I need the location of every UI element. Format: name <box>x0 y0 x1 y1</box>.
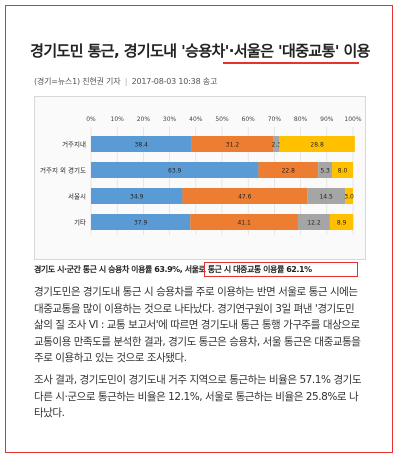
category-label: 거주지내 <box>62 140 86 149</box>
headline-part2: 서울은 '대중교통' 이용 <box>233 42 371 60</box>
data-label: 41.1 <box>237 219 251 226</box>
caption-part1: 경기도 시·군간 통근 시 승용차 이용률 63.9%, <box>34 265 183 274</box>
data-label: 12.2 <box>307 219 321 226</box>
byline-separator: | <box>124 77 128 86</box>
category-label: 거주지 외 경기도 <box>40 166 86 175</box>
headline-part1: 경기도민 통근, 경기도내 '승용차'· <box>30 42 234 60</box>
x-tick-label: 0% <box>86 116 96 123</box>
data-label: 14.5 <box>319 193 333 200</box>
bar-segment <box>307 188 346 204</box>
bar-segment <box>191 136 274 152</box>
data-label: 3.0 <box>344 193 354 200</box>
bar-segment <box>91 188 183 204</box>
bar-segment <box>345 188 353 204</box>
bar-segment <box>279 136 355 152</box>
x-tick-label: 50% <box>215 116 229 123</box>
data-label: 31.2 <box>226 141 240 148</box>
bar-segment <box>182 188 308 204</box>
x-tick-label: 40% <box>189 116 203 123</box>
chart-container: 0% 10% 20% 30% 40% 50% 60% 70% 80% 90% 100% 거주지내 38.… <box>34 96 366 260</box>
category-label: 기타 <box>74 218 86 227</box>
bar-segment <box>91 162 259 178</box>
article-paragraph-1: 경기도민은 경기도내 통근 시 승용차를 주로 이용하는 반면 서울로 통근 시… <box>34 286 361 364</box>
bar-segment <box>190 214 298 230</box>
headline: 경기도민 통근, 경기도내 '승용차'·서울은 '대중교통' 이용 <box>0 40 400 61</box>
data-label: 37.9 <box>134 219 148 226</box>
data-label: 28.8 <box>310 141 324 148</box>
data-label: 63.9 <box>168 167 182 174</box>
x-tick-label: 60% <box>242 116 256 123</box>
category-label: 서울시 <box>68 192 86 201</box>
data-label: 2.3 <box>272 141 282 148</box>
caption-part2: 서울로 통근 시 대중교통 이용률 62.1% <box>184 265 312 274</box>
bar-segment <box>91 136 192 152</box>
x-tick-label: 10% <box>111 116 125 123</box>
x-tick-label: 90% <box>320 116 334 123</box>
headline-underline <box>223 62 359 64</box>
x-tick-label: 30% <box>163 116 177 123</box>
news-source: (경기=뉴스1) <box>34 77 80 86</box>
x-tick-label: 100% <box>344 116 361 123</box>
data-label: 5.3 <box>320 167 330 174</box>
data-label: 8.9 <box>337 219 347 226</box>
data-label: 8.0 <box>338 167 348 174</box>
data-label: 34.9 <box>130 193 144 200</box>
data-label: 38.4 <box>135 141 149 148</box>
bar-segment <box>91 214 191 230</box>
bar-segment <box>329 214 354 230</box>
stacked-bar-chart: 0% 10% 20% 30% 40% 50% 60% 70% 80% 90% 100% 거주지내 38.… <box>40 116 362 235</box>
publish-timestamp: 2017-08-03 10:38 송고 <box>131 77 218 86</box>
article-paragraph-2: 조사 결과, 경기도민이 경기도내 거주 지역으로 통근하는 비율은 57.1%… <box>34 374 362 419</box>
article-frame <box>5 5 393 453</box>
reporter-name: 진현권 기자 <box>82 77 121 86</box>
bar-segment <box>273 136 280 152</box>
caption-highlight-box <box>204 262 358 277</box>
bar-segment <box>297 214 330 230</box>
bar-segment <box>332 162 353 178</box>
x-tick-label: 80% <box>294 116 308 123</box>
bar-segment <box>258 162 319 178</box>
data-label: 22.8 <box>282 167 296 174</box>
data-label: 47.6 <box>238 193 252 200</box>
bar-segment <box>318 162 333 178</box>
x-tick-label: 70% <box>268 116 282 123</box>
byline: (경기=뉴스1) 진현권 기자 | 2017-08-03 10:38 송고 <box>34 76 217 87</box>
x-tick-label: 20% <box>137 116 151 123</box>
chart-caption: 경기도 시·군간 통근 시 승용차 이용률 63.9%, 서울로 통근 시 대중… <box>34 264 312 275</box>
